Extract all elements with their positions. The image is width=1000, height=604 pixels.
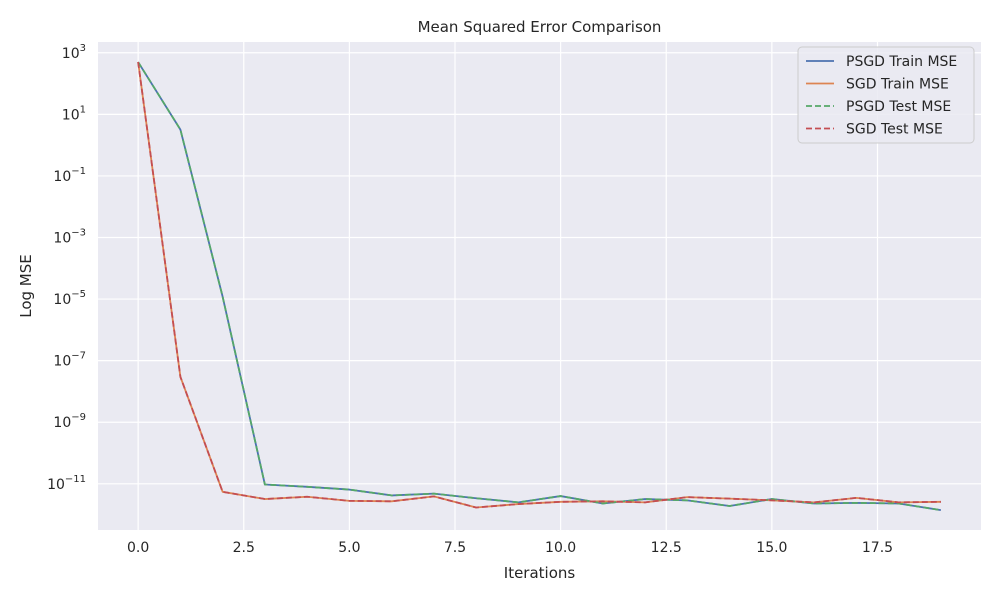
x-tick-label: 10.0 [545,540,576,556]
x-tick-label: 5.0 [338,540,360,556]
x-tick-label: 12.5 [651,540,682,556]
legend: PSGD Train MSE SGD Train MSE PSGD Test MSE… [797,46,975,144]
x-tick-label: 17.5 [862,540,893,556]
y-tick-label: 10−5 [53,289,86,308]
legend-label: SGD Test MSE [846,122,943,138]
series-lines [137,61,941,511]
y-tick-labels: 103 101 10−1 10−3 10−5 10−7 10−9 10−11 [47,43,86,493]
legend-box [797,46,975,144]
y-axis-label: Log MSE [17,254,35,318]
legend-label: PSGD Test MSE [846,99,951,115]
chart-title: Mean Squared Error Comparison [418,18,662,36]
y-tick-label: 10−9 [53,412,86,431]
x-axis-label: Iterations [504,564,576,582]
x-tick-label: 2.5 [233,540,255,556]
x-tick-labels: 0.0 2.5 5.0 7.5 10.0 12.5 15.0 17.5 [127,540,893,556]
y-tick-label: 101 [62,104,86,123]
y-tick-label: 103 [62,43,86,62]
legend-label: SGD Train MSE [846,77,949,93]
y-tick-label: 10−7 [53,351,86,370]
x-tick-label: 15.0 [756,540,787,556]
x-tick-label: 7.5 [444,540,466,556]
y-tick-label: 10−1 [53,166,86,185]
y-tick-label: 10−3 [53,228,86,247]
series-line-sgd-test-mse [137,61,941,509]
x-tick-label: 0.0 [127,540,149,556]
legend-label: PSGD Train MSE [846,54,957,70]
y-tick-label: 10−11 [47,474,86,493]
